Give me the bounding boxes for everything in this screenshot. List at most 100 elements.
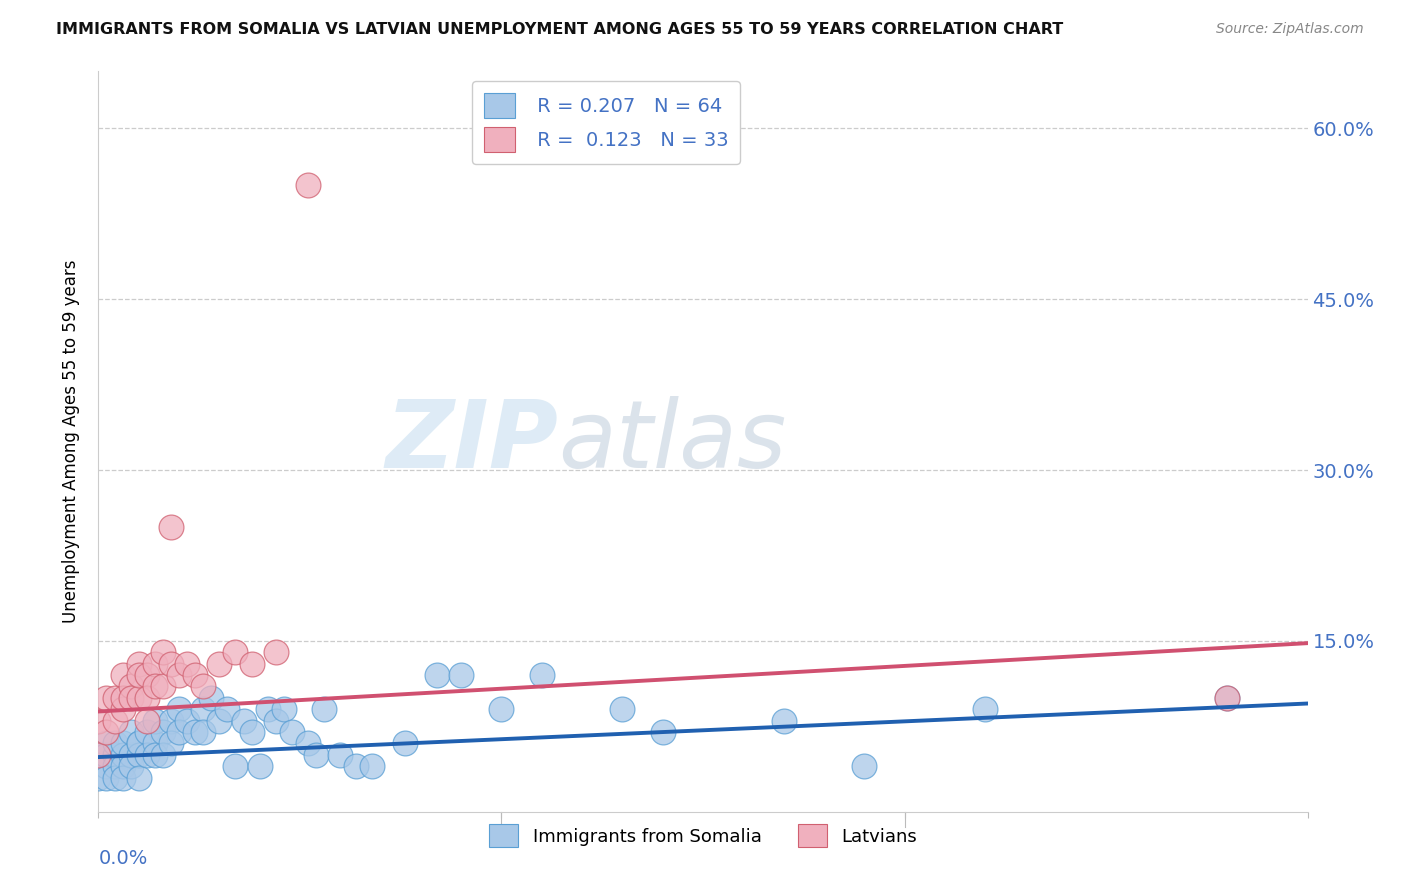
- Point: [224, 645, 246, 659]
- Point: [281, 725, 304, 739]
- Point: [103, 771, 125, 785]
- Point: [87, 747, 110, 762]
- Point: [491, 702, 513, 716]
- Point: [208, 657, 231, 671]
- Point: [103, 759, 125, 773]
- Point: [264, 714, 287, 728]
- Point: [176, 714, 198, 728]
- Point: [111, 690, 134, 705]
- Point: [297, 736, 319, 750]
- Point: [152, 725, 174, 739]
- Point: [176, 657, 198, 671]
- Text: Source: ZipAtlas.com: Source: ZipAtlas.com: [1216, 22, 1364, 37]
- Point: [96, 759, 118, 773]
- Point: [297, 178, 319, 193]
- Point: [651, 725, 673, 739]
- Point: [1216, 690, 1239, 705]
- Point: [103, 736, 125, 750]
- Point: [152, 680, 174, 694]
- Point: [120, 690, 142, 705]
- Point: [96, 747, 118, 762]
- Point: [193, 680, 215, 694]
- Point: [240, 657, 263, 671]
- Point: [143, 736, 166, 750]
- Point: [87, 714, 110, 728]
- Point: [96, 725, 118, 739]
- Text: ZIP: ZIP: [385, 395, 558, 488]
- Point: [135, 747, 157, 762]
- Point: [314, 702, 336, 716]
- Point: [120, 680, 142, 694]
- Point: [394, 736, 416, 750]
- Text: IMMIGRANTS FROM SOMALIA VS LATVIAN UNEMPLOYMENT AMONG AGES 55 TO 59 YEARS CORREL: IMMIGRANTS FROM SOMALIA VS LATVIAN UNEMP…: [56, 22, 1063, 37]
- Point: [111, 668, 134, 682]
- Point: [120, 759, 142, 773]
- Point: [450, 668, 472, 682]
- Point: [208, 714, 231, 728]
- Point: [111, 736, 134, 750]
- Point: [128, 736, 150, 750]
- Point: [160, 520, 183, 534]
- Point: [249, 759, 271, 773]
- Point: [612, 702, 634, 716]
- Point: [240, 725, 263, 739]
- Point: [200, 690, 222, 705]
- Point: [143, 714, 166, 728]
- Point: [329, 747, 352, 762]
- Point: [135, 725, 157, 739]
- Point: [152, 645, 174, 659]
- Point: [361, 759, 384, 773]
- Point: [426, 668, 449, 682]
- Point: [120, 747, 142, 762]
- Point: [344, 759, 367, 773]
- Point: [193, 702, 215, 716]
- Point: [120, 725, 142, 739]
- Point: [167, 725, 190, 739]
- Point: [256, 702, 278, 716]
- Point: [103, 714, 125, 728]
- Point: [128, 747, 150, 762]
- Point: [224, 759, 246, 773]
- Y-axis label: Unemployment Among Ages 55 to 59 years: Unemployment Among Ages 55 to 59 years: [62, 260, 80, 624]
- Text: atlas: atlas: [558, 396, 786, 487]
- Point: [135, 690, 157, 705]
- Point: [143, 657, 166, 671]
- Point: [135, 668, 157, 682]
- Text: 0.0%: 0.0%: [98, 849, 148, 868]
- Point: [128, 771, 150, 785]
- Point: [305, 747, 328, 762]
- Point: [111, 759, 134, 773]
- Point: [111, 747, 134, 762]
- Point: [96, 771, 118, 785]
- Point: [143, 747, 166, 762]
- Point: [167, 668, 190, 682]
- Point: [128, 668, 150, 682]
- Point: [160, 714, 183, 728]
- Point: [96, 690, 118, 705]
- Point: [111, 771, 134, 785]
- Point: [160, 657, 183, 671]
- Point: [184, 725, 207, 739]
- Point: [96, 736, 118, 750]
- Point: [193, 725, 215, 739]
- Point: [87, 771, 110, 785]
- Point: [111, 702, 134, 716]
- Point: [103, 747, 125, 762]
- Point: [128, 690, 150, 705]
- Point: [273, 702, 295, 716]
- Point: [232, 714, 254, 728]
- Legend: Immigrants from Somalia, Latvians: Immigrants from Somalia, Latvians: [482, 817, 924, 855]
- Point: [974, 702, 997, 716]
- Point: [103, 690, 125, 705]
- Point: [772, 714, 794, 728]
- Point: [853, 759, 876, 773]
- Point: [1216, 690, 1239, 705]
- Point: [128, 736, 150, 750]
- Point: [135, 714, 157, 728]
- Point: [152, 747, 174, 762]
- Point: [167, 702, 190, 716]
- Point: [217, 702, 239, 716]
- Point: [128, 657, 150, 671]
- Point: [143, 680, 166, 694]
- Point: [160, 736, 183, 750]
